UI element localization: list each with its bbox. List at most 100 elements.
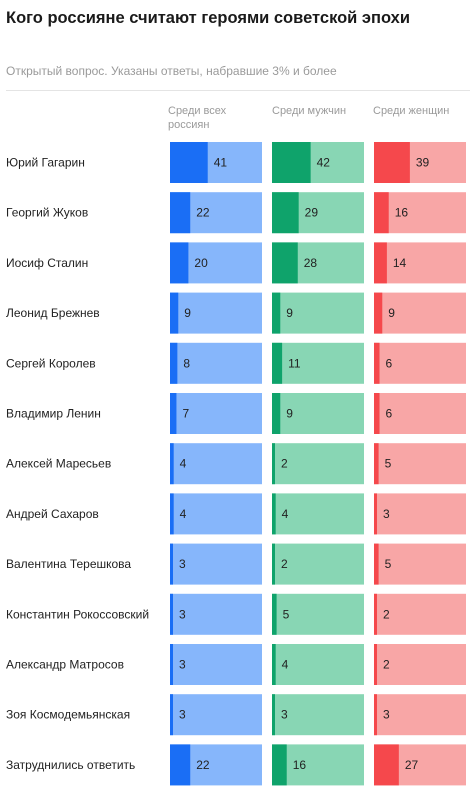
value-label-men: 28 <box>304 256 318 270</box>
bar-men <box>272 493 276 535</box>
value-label-all: 9 <box>184 306 191 320</box>
bar-background-women <box>374 694 466 736</box>
value-label-women: 27 <box>405 758 419 772</box>
bar-men <box>272 744 287 786</box>
value-label-all: 41 <box>214 156 228 170</box>
bar-women <box>374 443 379 485</box>
bar-all <box>170 342 178 384</box>
bar-background-men <box>272 393 364 434</box>
value-label-men: 3 <box>281 708 288 722</box>
bar-women <box>374 644 377 685</box>
bar-all <box>170 443 174 485</box>
row-label: Зоя Космодемьянская <box>6 708 130 722</box>
bar-men <box>272 644 276 685</box>
value-label-men: 29 <box>305 206 319 220</box>
value-label-men: 9 <box>286 407 293 421</box>
value-label-men: 2 <box>281 557 288 571</box>
bar-men <box>272 593 277 635</box>
value-label-women: 3 <box>383 507 390 521</box>
value-label-women: 5 <box>385 557 392 571</box>
value-label-men: 5 <box>283 607 290 621</box>
bar-background-men <box>272 744 364 786</box>
bar-background-all <box>170 644 262 685</box>
value-label-women: 9 <box>388 306 395 320</box>
bar-women <box>374 292 383 334</box>
row-label: Владимир Ленин <box>6 407 101 421</box>
value-label-all: 3 <box>179 658 186 672</box>
row-label: Валентина Терешкова <box>6 557 131 571</box>
value-label-women: 6 <box>386 356 393 370</box>
row-label: Леонид Брежнев <box>6 306 100 320</box>
column-header-women: Среди женщин <box>373 105 450 117</box>
value-label-men: 4 <box>282 507 289 521</box>
bar-men <box>272 192 299 234</box>
bar-background-all <box>170 292 262 334</box>
bar-all <box>170 593 173 635</box>
bar-women <box>374 393 380 434</box>
bar-background-women <box>374 192 466 234</box>
bar-women <box>374 192 389 234</box>
bar-background-men <box>272 493 364 535</box>
bar-background-men <box>272 593 364 635</box>
bar-background-women <box>374 593 466 635</box>
bar-men <box>272 393 281 434</box>
value-label-men: 9 <box>286 306 293 320</box>
column-header-all: Среди всех россиян <box>168 105 227 131</box>
bar-background-men <box>272 443 364 485</box>
bar-background-women <box>374 493 466 535</box>
bar-background-women <box>374 443 466 485</box>
bar-background-men <box>272 694 364 736</box>
bar-background-men <box>272 543 364 585</box>
bar-men <box>272 443 275 485</box>
value-label-women: 39 <box>416 156 430 170</box>
bar-all <box>170 292 179 334</box>
bar-background-women <box>374 292 466 334</box>
value-label-all: 22 <box>196 206 210 220</box>
row-label: Андрей Сахаров <box>6 507 99 521</box>
value-label-all: 8 <box>183 356 190 370</box>
bar-women <box>374 543 379 585</box>
value-label-all: 3 <box>179 607 186 621</box>
value-label-all: 7 <box>182 407 189 421</box>
bar-all <box>170 543 173 585</box>
bar-women <box>374 342 380 384</box>
value-label-women: 6 <box>386 407 393 421</box>
bar-all <box>170 393 177 434</box>
value-label-women: 16 <box>395 206 409 220</box>
bar-background-all <box>170 393 262 434</box>
bar-background-women <box>374 242 466 284</box>
bar-background-all <box>170 543 262 585</box>
bar-background-all <box>170 342 262 384</box>
chart-title: Кого россияне считают героями советской … <box>6 9 410 27</box>
chart-subtitle: Открытый вопрос. Указаны ответы, набравш… <box>6 64 337 78</box>
row-label: Сергей Королев <box>6 356 96 370</box>
bar-all <box>170 744 191 786</box>
value-label-women: 3 <box>383 708 390 722</box>
bar-all <box>170 242 189 284</box>
value-label-all: 4 <box>180 507 187 521</box>
bar-background-all <box>170 694 262 736</box>
value-label-all: 3 <box>179 557 186 571</box>
value-label-women: 5 <box>385 457 392 471</box>
bar-background-all <box>170 443 262 485</box>
bar-all <box>170 192 191 234</box>
row-label: Александр Матросов <box>6 658 124 672</box>
bar-men <box>272 694 275 736</box>
bar-women <box>374 694 377 736</box>
bar-background-women <box>374 342 466 384</box>
bar-all <box>170 694 173 736</box>
bar-background-men <box>272 644 364 685</box>
bar-men <box>272 142 311 183</box>
row-label: Иосиф Сталин <box>6 256 88 270</box>
bar-background-all <box>170 593 262 635</box>
bar-all <box>170 644 173 685</box>
value-label-women: 2 <box>383 607 390 621</box>
bar-all <box>170 142 208 183</box>
bar-women <box>374 493 377 535</box>
bar-men <box>272 543 275 585</box>
value-label-all: 3 <box>179 708 186 722</box>
row-label: Затруднились ответить <box>6 758 135 772</box>
bar-men <box>272 342 283 384</box>
bar-men <box>272 292 281 334</box>
